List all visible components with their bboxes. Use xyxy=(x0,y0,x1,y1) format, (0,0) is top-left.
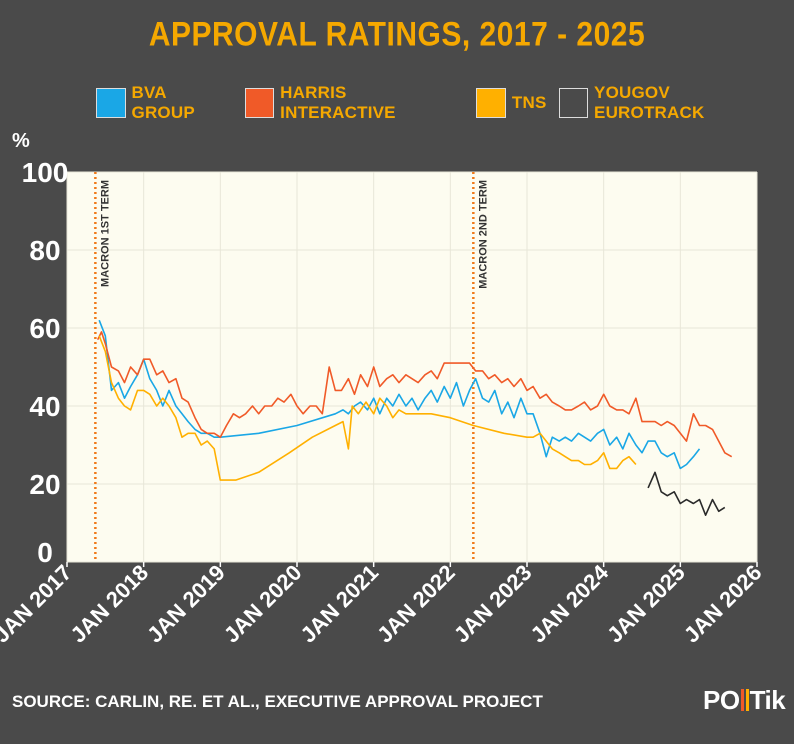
legend-swatch-yougov xyxy=(558,88,589,118)
chart-title: APPROVAL RATINGS, 2017 - 2025 xyxy=(148,15,646,54)
legend-item-tns: TNS xyxy=(475,88,547,118)
series-line-tns xyxy=(98,335,637,481)
x-tick-label: JAN 2018 xyxy=(65,560,153,648)
legend-label-yougov: YOUGOV EUROTRACK xyxy=(594,83,705,122)
logo-text: PO xyxy=(703,685,740,715)
y-axis-label: % xyxy=(12,130,30,152)
term-marker-label: MACRON 1ST TERM xyxy=(99,180,111,287)
politik-logo: PO Tik xyxy=(703,685,786,716)
legend-label-tns: TNS xyxy=(511,93,547,112)
series-line-bva-group xyxy=(98,319,701,470)
chart-legend: BVA GROUP HARRIS INTERACTIVE TNS YOUGOV … xyxy=(96,83,794,123)
legend-swatch-tns xyxy=(475,88,506,118)
legend-label-bva: BVA GROUP xyxy=(131,83,195,122)
series-line-harris-interactive xyxy=(96,331,733,458)
x-tick-label: JAN 2023 xyxy=(449,560,537,648)
x-tick-label: JAN 2024 xyxy=(525,559,613,647)
legend-swatch-harris xyxy=(244,88,275,118)
y-tick-label: 60 xyxy=(29,313,60,344)
logo-bar-yellow xyxy=(745,689,749,711)
y-tick-label: 0 xyxy=(37,537,53,568)
legend-item-bva: BVA GROUP xyxy=(96,83,233,123)
logo-text-end: Tik xyxy=(749,685,786,715)
x-tick-label: JAN 2026 xyxy=(679,560,767,648)
legend-swatch-bva xyxy=(96,88,126,118)
term-marker-label: MACRON 2ND TERM xyxy=(477,180,489,289)
source-note: SOURCE: CARLIN, RE. ET AL., EXECUTIVE AP… xyxy=(12,692,543,711)
x-tick-label: JAN 2025 xyxy=(602,560,690,648)
x-tick-label: JAN 2022 xyxy=(372,560,460,648)
legend-item-yougov: YOUGOV EUROTRACK xyxy=(558,83,783,123)
y-tick-label: 80 xyxy=(29,235,60,266)
x-tick-label: JAN 2020 xyxy=(219,560,307,648)
legend-item-harris: HARRIS INTERACTIVE xyxy=(244,83,464,123)
y-tick-label: 20 xyxy=(29,469,60,500)
x-tick-label: JAN 2019 xyxy=(142,560,230,648)
x-tick-label: JAN 2017 xyxy=(0,560,77,648)
y-tick-label: 40 xyxy=(29,391,60,422)
x-tick-label: JAN 2021 xyxy=(295,560,383,648)
y-tick-label: 100 xyxy=(22,157,69,188)
series-line-yougov-eurotrack xyxy=(647,471,726,516)
logo-bar-orange xyxy=(740,689,744,711)
legend-label-harris: HARRIS INTERACTIVE xyxy=(280,83,396,122)
plot-area xyxy=(67,172,757,562)
